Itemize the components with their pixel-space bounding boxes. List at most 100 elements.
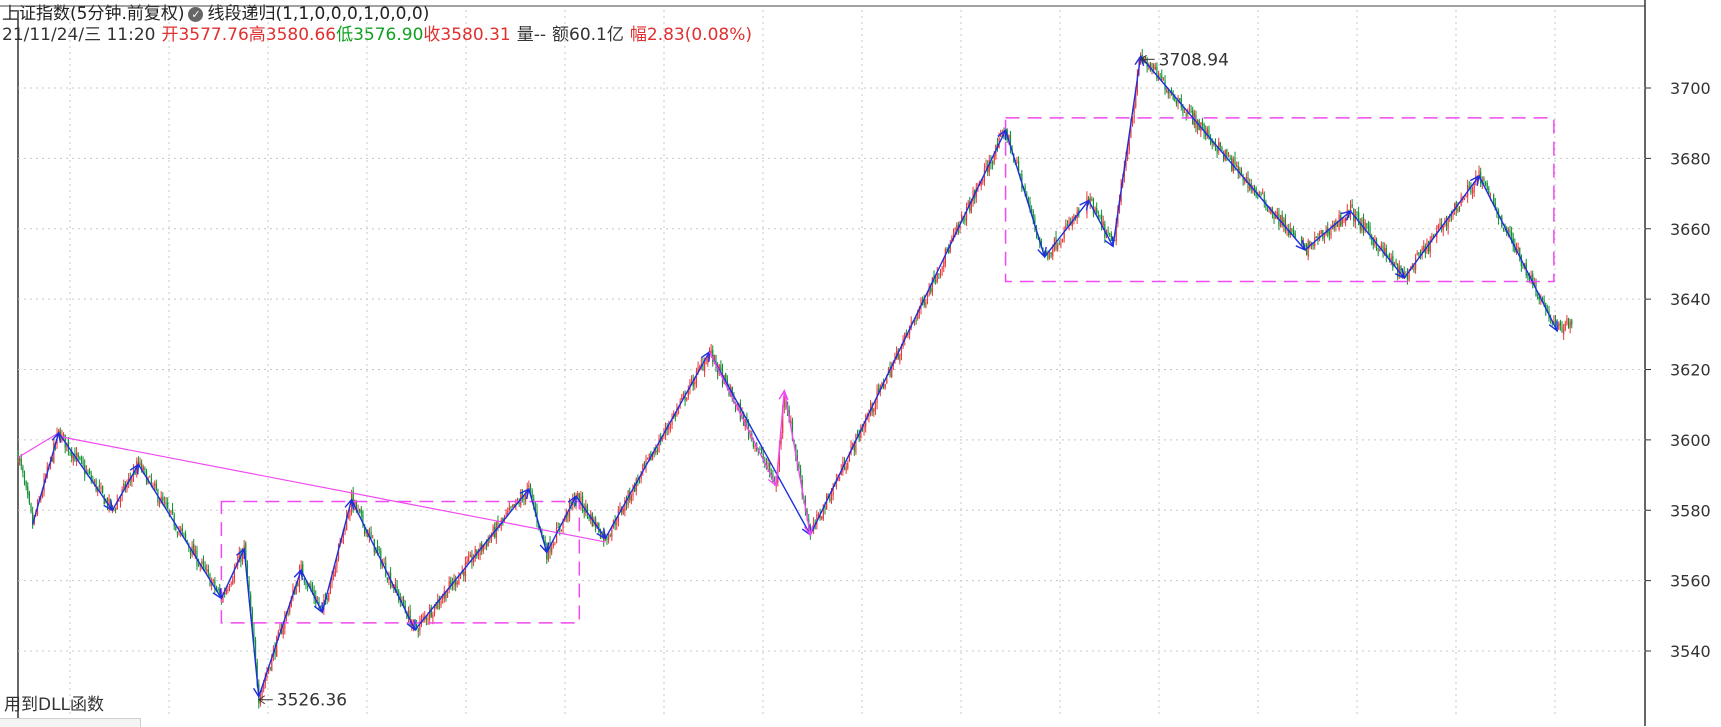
candle-body	[181, 527, 183, 532]
candle-body	[391, 585, 393, 588]
candle-body	[730, 387, 732, 397]
candle-body	[463, 571, 465, 576]
candle-body	[276, 636, 278, 657]
candle-body	[668, 426, 670, 430]
high-value: 3580.66	[265, 25, 337, 45]
candle-body	[482, 545, 484, 552]
candle-body	[1236, 165, 1238, 167]
candle-body	[355, 501, 358, 511]
candle-body	[1566, 318, 1568, 324]
candle-body	[1488, 188, 1490, 194]
candle-body	[1564, 323, 1566, 331]
candle-body	[427, 617, 429, 621]
candle-body	[376, 545, 379, 551]
candle-body	[25, 481, 27, 488]
candle-body	[1151, 63, 1153, 71]
candle-body	[232, 578, 234, 584]
candle-body	[90, 474, 92, 481]
candle-body	[1050, 252, 1052, 255]
candle-body	[1545, 302, 1547, 310]
candle-body	[918, 308, 920, 313]
candle-body	[1418, 253, 1420, 255]
candle-body	[93, 480, 96, 484]
y-tick-label: 3680	[1670, 149, 1711, 168]
candle-body	[154, 484, 156, 486]
candle-body	[1519, 247, 1521, 258]
candle-body	[150, 478, 153, 484]
candle-body	[752, 438, 755, 447]
candle-body	[1058, 243, 1060, 245]
candle-body	[126, 483, 128, 489]
candle-body	[1153, 64, 1155, 68]
candle-body	[630, 495, 632, 501]
segment-line	[775, 390, 786, 486]
candle-body	[1452, 210, 1454, 216]
y-tick-label: 3580	[1670, 501, 1711, 520]
indicator-name[interactable]: 线段递归	[207, 4, 276, 24]
candle-body	[1351, 204, 1353, 208]
candle-body	[581, 495, 584, 508]
candle-body	[1567, 318, 1570, 329]
candle-body	[149, 476, 151, 478]
candle-body	[606, 536, 608, 540]
candle-body	[411, 623, 413, 627]
candle-body	[1061, 239, 1064, 243]
candle-body	[469, 554, 471, 557]
settings-icon[interactable]: ✓	[188, 6, 204, 22]
candle-body	[528, 484, 530, 488]
candle-body	[1161, 75, 1163, 80]
candle-body	[502, 517, 504, 521]
candle-body	[98, 485, 100, 487]
candle-body	[847, 462, 849, 469]
extreme-label: 3526.36	[277, 691, 347, 711]
candle-body	[328, 593, 330, 601]
candle-body	[638, 479, 641, 481]
candle-body	[860, 430, 862, 437]
segment-line	[414, 488, 530, 631]
candle-body	[1522, 267, 1524, 269]
segment-line	[783, 390, 812, 536]
candle-body	[207, 569, 209, 573]
candle-body	[1110, 234, 1112, 241]
trendline	[17, 432, 59, 458]
candle-body	[458, 576, 460, 585]
candle-body	[194, 549, 196, 557]
candle-body	[767, 463, 769, 467]
candle-body	[1437, 225, 1439, 229]
candle-body	[635, 478, 637, 492]
candle-body	[614, 520, 616, 526]
candle-body	[1541, 298, 1544, 300]
candle-body	[897, 349, 899, 360]
range-box	[1004, 117, 1555, 283]
candle-body	[1445, 221, 1448, 227]
candle-body	[769, 462, 771, 474]
candle-body	[586, 505, 589, 513]
candle-body	[534, 507, 536, 511]
candle-body	[1372, 238, 1374, 246]
candle-body	[1447, 218, 1449, 229]
candle-body	[1071, 219, 1073, 226]
candle-body	[547, 543, 550, 560]
candle-body	[905, 332, 907, 335]
candle-body	[354, 500, 356, 508]
candle-body	[526, 488, 528, 497]
extreme-arrow	[1139, 54, 1147, 64]
candle-body	[197, 563, 200, 566]
candle-body	[1537, 296, 1539, 298]
candle-body	[406, 612, 408, 619]
candle-body	[616, 523, 618, 525]
candle-body	[123, 483, 125, 488]
candle-body	[529, 486, 532, 490]
candle-body	[417, 630, 419, 632]
candle-body	[1390, 257, 1392, 261]
candle-body	[1283, 219, 1285, 227]
candle-body	[308, 583, 310, 586]
candle-body	[676, 408, 678, 416]
candle-body	[1167, 89, 1169, 94]
candle-body	[694, 382, 696, 385]
y-tick-label: 3600	[1670, 431, 1711, 450]
candle-body	[1188, 110, 1191, 112]
candle-body	[754, 445, 756, 448]
bottom-tab[interactable]	[0, 718, 141, 727]
